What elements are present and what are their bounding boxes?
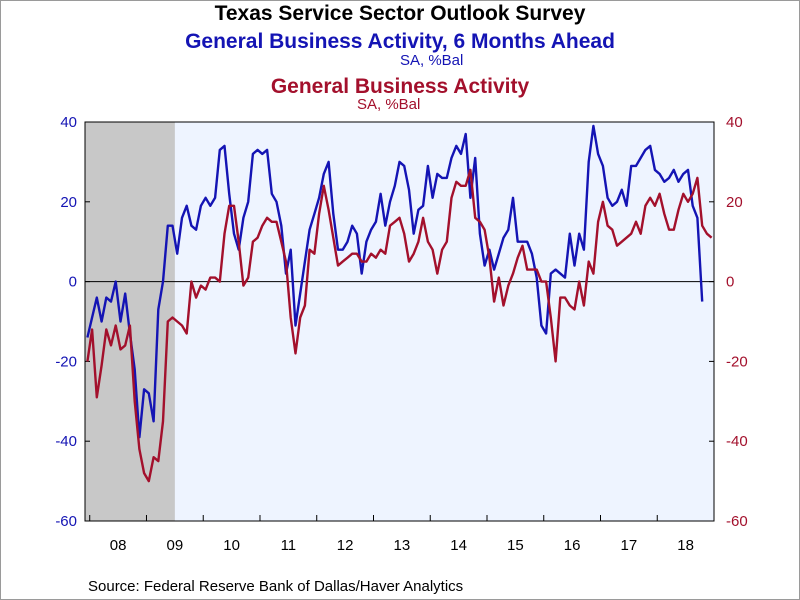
series1-units: SA, %Bal bbox=[400, 52, 464, 69]
x-tick-label: 14 bbox=[450, 537, 467, 554]
x-tick-label: 17 bbox=[621, 537, 638, 554]
plot-area bbox=[85, 122, 714, 521]
x-tick-label: 13 bbox=[394, 537, 411, 554]
x-tick-label: 09 bbox=[167, 537, 184, 554]
x-tick-label: 18 bbox=[677, 537, 694, 554]
x-tick-label: 11 bbox=[281, 537, 297, 554]
series-line-general-business-activity bbox=[86, 168, 713, 483]
series-line-6-months-ahead bbox=[86, 124, 704, 439]
x-tick-label: 08 bbox=[110, 537, 127, 554]
plot-border bbox=[84, 121, 715, 522]
series1-title: General Business Activity, 6 Months Ahea… bbox=[185, 30, 615, 53]
y-tick-label-right: 0 bbox=[726, 274, 734, 291]
x-tick-label: 16 bbox=[564, 537, 581, 554]
y-tick-label-left: -60 bbox=[55, 513, 77, 530]
y-tick-label-right: -20 bbox=[726, 353, 748, 370]
y-tick-label-left: 40 bbox=[60, 114, 77, 131]
y-tick-label-right: 40 bbox=[726, 114, 743, 131]
series2-units: SA, %Bal bbox=[357, 96, 421, 113]
y-tick-label-left: 0 bbox=[69, 274, 77, 291]
series2-title: General Business Activity bbox=[270, 75, 530, 98]
x-tick-label: 10 bbox=[223, 537, 240, 554]
chart-title: Texas Service Sector Outlook Survey bbox=[214, 2, 586, 25]
y-tick-label-left: 20 bbox=[60, 194, 77, 211]
x-tick-label: 12 bbox=[337, 537, 354, 554]
y-tick-label-right: -40 bbox=[726, 433, 748, 450]
y-tick-label-right: -60 bbox=[726, 513, 748, 530]
y-tick-label-left: -40 bbox=[55, 433, 77, 450]
source-note: Source: Federal Reserve Bank of Dallas/H… bbox=[88, 578, 464, 595]
y-tick-label-left: -20 bbox=[55, 353, 77, 370]
x-tick-label: 15 bbox=[507, 537, 524, 554]
recession-band bbox=[85, 122, 175, 521]
y-tick-label-right: 20 bbox=[726, 194, 743, 211]
